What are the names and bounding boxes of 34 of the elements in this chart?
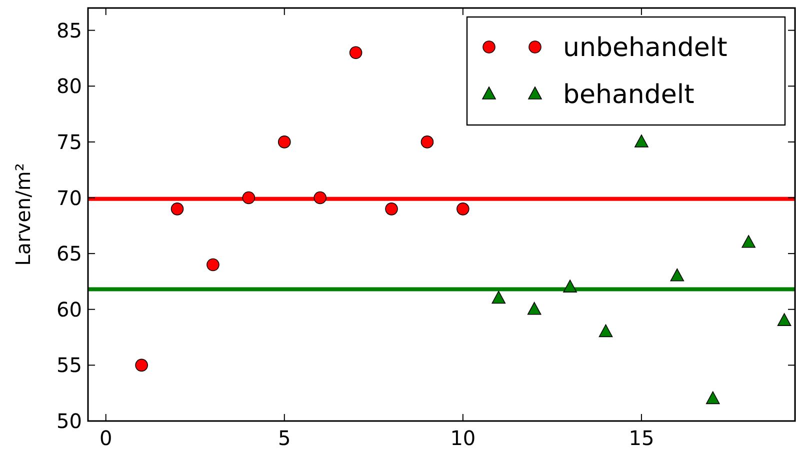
y-tick-label: 75	[56, 130, 82, 154]
y-tick-label: 60	[56, 297, 82, 322]
x-tick-label: 15	[628, 426, 654, 450]
point	[206, 258, 220, 272]
point	[420, 136, 434, 148]
point	[563, 280, 577, 292]
point	[777, 313, 792, 326]
point	[598, 324, 613, 338]
y-tick-label: 70	[56, 186, 82, 210]
point	[349, 46, 362, 60]
point	[634, 134, 648, 148]
legend-label: behandelt	[563, 80, 694, 110]
y-tick-label: 85	[56, 18, 82, 42]
point	[170, 202, 184, 216]
y-tick-label: 50	[56, 409, 82, 433]
y-tick-label: 80	[56, 74, 82, 98]
x-tick-label: 5	[278, 426, 291, 450]
point	[242, 191, 256, 204]
point	[278, 136, 291, 148]
y-tick-label: 65	[56, 242, 82, 266]
point	[706, 391, 720, 404]
y-axis-title: Larven/m²	[11, 163, 35, 266]
point	[135, 358, 148, 372]
point	[385, 202, 398, 216]
point	[492, 290, 506, 304]
y-tick-label: 55	[56, 353, 82, 378]
point	[670, 268, 684, 282]
point	[314, 191, 326, 204]
point	[456, 202, 470, 216]
legend-label: unbehandelt	[563, 33, 728, 64]
x-tick-label: 0	[99, 426, 112, 450]
point	[527, 302, 542, 315]
x-tick-label: 10	[450, 426, 476, 450]
point	[742, 235, 756, 248]
